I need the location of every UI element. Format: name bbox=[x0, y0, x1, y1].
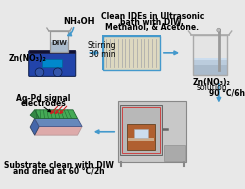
FancyBboxPatch shape bbox=[50, 31, 68, 40]
FancyBboxPatch shape bbox=[29, 51, 76, 76]
Text: Zn(NO₃)₂: Zn(NO₃)₂ bbox=[9, 54, 47, 64]
Text: Zn(NO₃)₂: Zn(NO₃)₂ bbox=[193, 78, 231, 87]
Polygon shape bbox=[35, 126, 82, 135]
Circle shape bbox=[35, 68, 44, 77]
Text: solution: solution bbox=[196, 83, 227, 92]
FancyBboxPatch shape bbox=[134, 129, 148, 138]
Polygon shape bbox=[29, 50, 75, 53]
Text: 90 °C/6h: 90 °C/6h bbox=[209, 89, 245, 98]
Polygon shape bbox=[35, 119, 82, 126]
Text: DIW: DIW bbox=[51, 40, 67, 46]
FancyBboxPatch shape bbox=[50, 40, 68, 42]
Circle shape bbox=[217, 28, 221, 32]
Text: and dried at 60 °C/2h: and dried at 60 °C/2h bbox=[13, 167, 105, 176]
Text: 30 min: 30 min bbox=[89, 50, 116, 59]
FancyBboxPatch shape bbox=[128, 138, 154, 141]
FancyBboxPatch shape bbox=[193, 60, 227, 65]
FancyBboxPatch shape bbox=[42, 59, 62, 67]
Text: Ag-Pd signal: Ag-Pd signal bbox=[16, 94, 71, 103]
FancyBboxPatch shape bbox=[193, 35, 227, 58]
Polygon shape bbox=[35, 110, 77, 119]
Polygon shape bbox=[30, 110, 39, 119]
Circle shape bbox=[53, 68, 62, 77]
FancyBboxPatch shape bbox=[193, 57, 227, 60]
FancyBboxPatch shape bbox=[127, 124, 155, 150]
FancyBboxPatch shape bbox=[103, 36, 160, 70]
Text: electrodes: electrodes bbox=[21, 99, 66, 108]
Text: Clean IDEs in Ultrasonic: Clean IDEs in Ultrasonic bbox=[100, 12, 204, 21]
FancyBboxPatch shape bbox=[120, 105, 162, 155]
Polygon shape bbox=[30, 119, 39, 135]
FancyBboxPatch shape bbox=[102, 35, 160, 70]
FancyBboxPatch shape bbox=[193, 65, 227, 75]
Text: Stirring: Stirring bbox=[88, 41, 116, 50]
Text: Substrate clean with DIW: Substrate clean with DIW bbox=[4, 161, 114, 170]
FancyBboxPatch shape bbox=[118, 101, 186, 163]
Text: NH₄OH: NH₄OH bbox=[63, 17, 94, 26]
Text: bath with DIW,: bath with DIW, bbox=[120, 18, 184, 27]
FancyBboxPatch shape bbox=[50, 40, 68, 52]
Text: Methanol, & Acetone.: Methanol, & Acetone. bbox=[105, 23, 199, 32]
FancyBboxPatch shape bbox=[164, 145, 185, 161]
